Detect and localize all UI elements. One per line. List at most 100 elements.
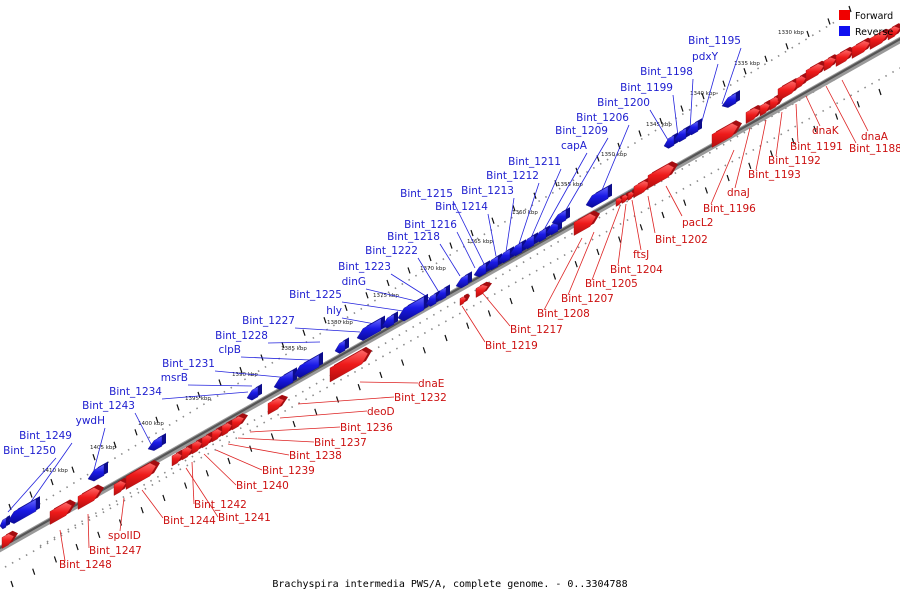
forward-gene-arrow [851, 37, 874, 59]
tick-mark [487, 310, 491, 317]
leader-line [710, 149, 735, 205]
gene-label-bint-1193: Bint_1193 [748, 169, 801, 181]
forward-gene-arrow [329, 346, 372, 383]
gene-label-pdxy: pdxY [692, 51, 719, 63]
leader-line [734, 127, 751, 189]
tick-mark [357, 384, 361, 391]
leader-line [825, 85, 857, 144]
gene-arrows [0, 23, 900, 549]
gene-label-bint-1227: Bint_1227 [242, 315, 295, 327]
reverse-gene-arrow [397, 293, 428, 322]
leader-line [591, 205, 621, 281]
tick-mark [10, 580, 14, 588]
gene-label-spoiid: spoIID [108, 530, 141, 542]
tick-mark [764, 55, 768, 62]
forward-gene-arrow [869, 28, 892, 50]
leader-line [543, 237, 583, 311]
leader-line [185, 467, 219, 518]
forward-gene-arrow [711, 120, 742, 148]
gene-label-bint-1199: Bint_1199 [620, 82, 673, 94]
leader-line [439, 243, 461, 277]
leader-line [617, 203, 627, 266]
leader-line [187, 384, 253, 387]
forward-gene-arrow [459, 293, 470, 306]
tick-mark [470, 229, 474, 237]
tick-mark [386, 279, 390, 287]
legend-forward-label: Forward [855, 11, 893, 22]
leader-line [27, 442, 73, 507]
tick-mark [344, 304, 348, 311]
tick-mark [748, 162, 752, 169]
gene-label-bint-1211: Bint_1211 [508, 156, 561, 168]
gene-label-bint-1198: Bint_1198 [640, 66, 693, 78]
gene-label-bint-1240: Bint_1240 [236, 480, 289, 492]
forward-gene-arrow [475, 281, 492, 298]
gene-label-bint-1200: Bint_1200 [597, 97, 650, 109]
tick-mark [618, 236, 622, 243]
forward-gene-arrow [49, 499, 76, 525]
reverse-gene-arrow [521, 232, 538, 250]
kbp-label: 1380 kbp [327, 320, 353, 326]
tick-mark [75, 543, 79, 551]
tick-mark [401, 359, 405, 366]
tick-mark [281, 341, 285, 349]
leader-line [530, 168, 562, 239]
gene-label-bint-1236: Bint_1236 [340, 422, 393, 434]
leader-line [134, 412, 153, 447]
forward-gene-arrow [805, 60, 828, 82]
reverse-gene-arrow [721, 90, 740, 108]
tick-mark [813, 125, 817, 133]
tick-marks [8, 5, 882, 588]
leader-line [795, 103, 799, 143]
tick-mark [683, 199, 687, 206]
reverse-gene-arrow [673, 125, 690, 143]
gene-label-bint-1239: Bint_1239 [262, 465, 315, 477]
tick-mark [769, 150, 774, 157]
gene-label-bint-1209: Bint_1209 [555, 125, 608, 137]
gene-label-ywdh: ywdH [76, 415, 105, 427]
reverse-gene-arrow [551, 207, 570, 225]
kbp-label: 1340 kbp [690, 91, 716, 97]
tick-mark [856, 101, 860, 108]
tick-mark [205, 470, 209, 477]
reverse-gene-arrow [87, 461, 108, 482]
gene-label-bint-1214: Bint_1214 [435, 201, 488, 213]
leader-line [279, 410, 368, 419]
reverse-gene-arrow [685, 118, 702, 136]
gene-label-bint-1222: Bint_1222 [365, 245, 418, 257]
gene-label-bint-1195: Bint_1195 [688, 35, 741, 47]
tick-mark [176, 404, 180, 411]
tick-mark [239, 366, 243, 374]
reverse-gene-arrow [485, 253, 502, 271]
kbp-label: 1365 kbp [467, 239, 493, 245]
gene-label-bint-1243: Bint_1243 [82, 400, 135, 412]
reverse-gene-arrow [509, 239, 526, 257]
gene-label-bint-1228: Bint_1228 [215, 330, 268, 342]
tick-mark [785, 43, 789, 50]
tick-mark [791, 138, 795, 145]
gene-label-ftsj: ftsJ [633, 249, 649, 261]
leader-line [191, 461, 195, 505]
reverse-gene-arrow [0, 515, 10, 530]
leader-line [649, 109, 669, 141]
gene-label-capa: capA [561, 140, 588, 152]
reverse-gene-arrow [7, 496, 40, 524]
leader-line [267, 341, 321, 344]
leader-lines [7, 47, 869, 562]
leader-line [240, 356, 311, 361]
tick-mark [531, 285, 535, 292]
gene-label-bint-1208: Bint_1208 [537, 308, 590, 320]
tick-mark [574, 261, 578, 268]
tick-mark [596, 248, 600, 256]
tick-mark [249, 445, 253, 452]
leader-line [365, 288, 421, 303]
leader-line [505, 197, 515, 253]
reverse-gene-arrow [334, 337, 349, 354]
leader-line [119, 497, 125, 532]
leader-line [161, 391, 249, 400]
kbp-label: 1375 kbp [373, 293, 399, 299]
leader-line [487, 213, 497, 257]
gene-label-bint-1242: Bint_1242 [194, 499, 247, 511]
leader-line [294, 327, 361, 333]
leader-line [672, 94, 679, 137]
